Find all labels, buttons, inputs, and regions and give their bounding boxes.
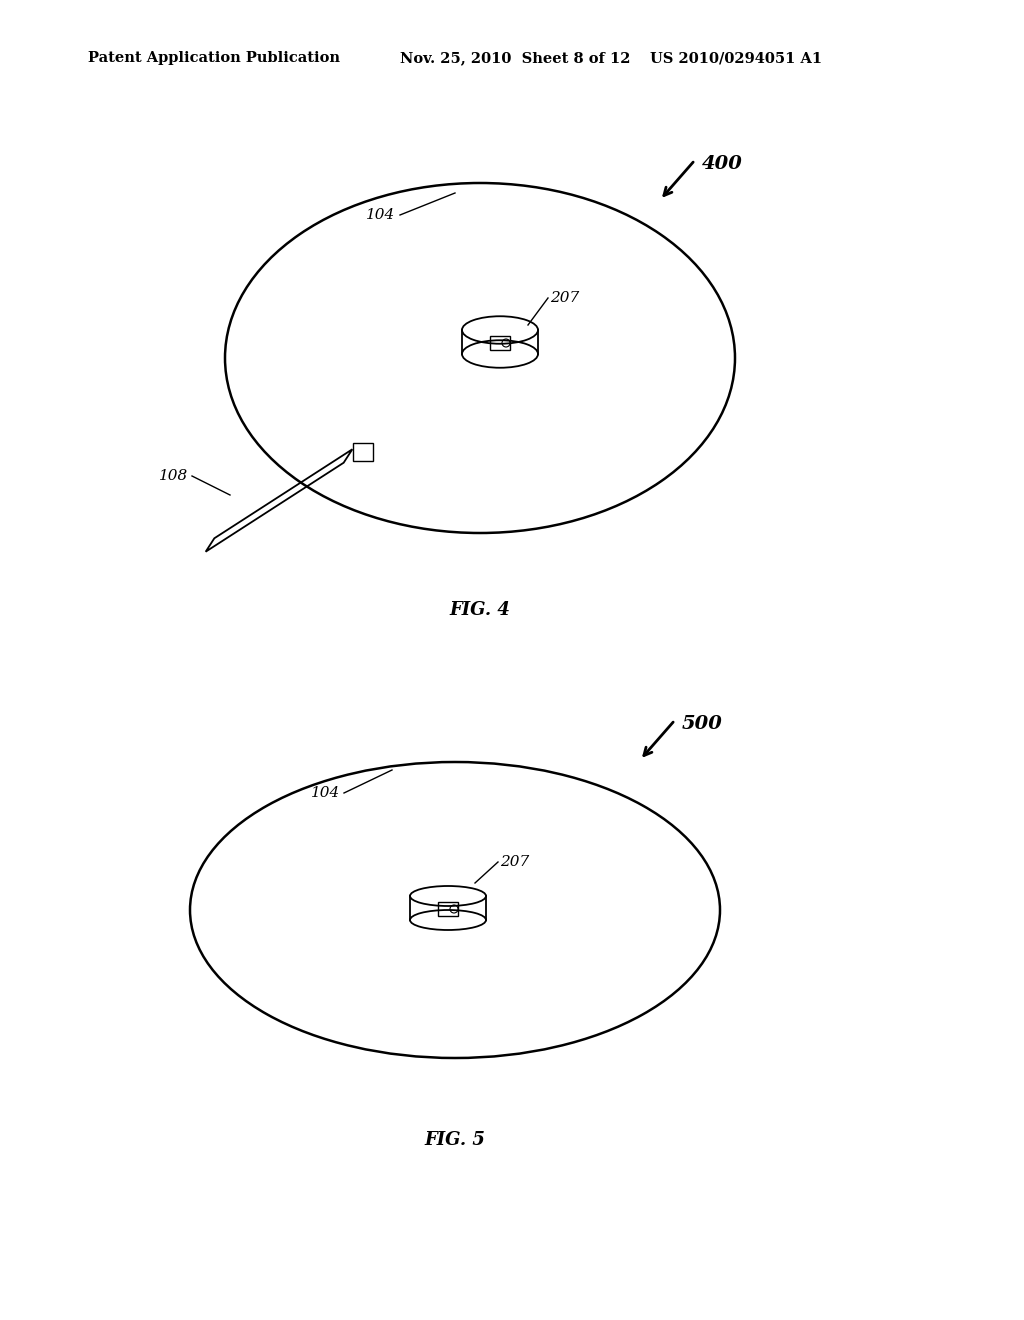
Text: Patent Application Publication: Patent Application Publication (88, 51, 340, 65)
Text: 500: 500 (682, 715, 723, 733)
Text: 400: 400 (702, 154, 742, 173)
Text: 104: 104 (366, 209, 395, 222)
Text: FIG. 4: FIG. 4 (450, 601, 510, 619)
Text: FIG. 5: FIG. 5 (425, 1131, 485, 1148)
Bar (353, 444, 373, 461)
Text: 207: 207 (550, 290, 580, 305)
Text: 207: 207 (500, 855, 529, 869)
Text: US 2010/0294051 A1: US 2010/0294051 A1 (650, 51, 822, 65)
Bar (438, 902, 458, 916)
Bar (490, 337, 510, 350)
Text: Nov. 25, 2010  Sheet 8 of 12: Nov. 25, 2010 Sheet 8 of 12 (400, 51, 631, 65)
Text: 104: 104 (310, 785, 340, 800)
Text: 108: 108 (159, 469, 188, 483)
